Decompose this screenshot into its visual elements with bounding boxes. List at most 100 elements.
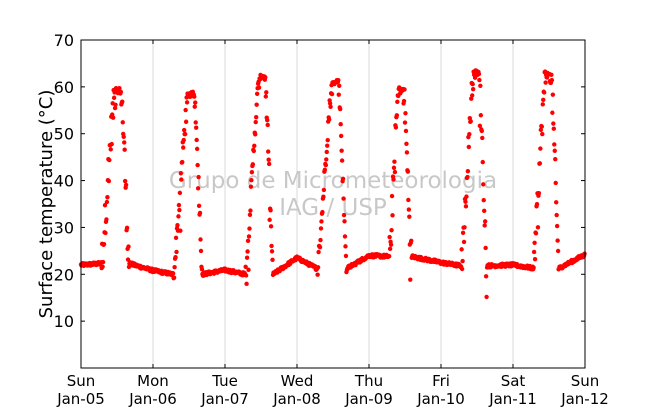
data-point [269,243,274,249]
data-point [387,234,392,240]
data-point [325,143,330,148]
data-point [126,244,131,249]
data-point [267,217,272,223]
data-point [122,147,127,152]
data-point [110,115,116,120]
data-point [269,249,275,254]
data-point [460,258,465,264]
data-point [342,219,347,224]
data-point [183,119,189,124]
data-point [247,226,252,231]
data-point [483,274,489,279]
data-point [343,244,348,249]
data-points [78,68,587,300]
x-tick-day-label: Thu [354,372,383,390]
data-point [555,238,560,243]
data-point [182,127,187,133]
data-point [256,85,262,90]
data-point [183,107,188,113]
data-point [266,157,271,162]
data-point [408,277,413,282]
data-point [194,146,200,152]
data-point [244,281,249,287]
data-point [539,124,544,129]
data-point [197,210,203,216]
data-point [317,245,323,250]
data-point [243,264,248,269]
data-point [404,141,409,147]
data-point [327,101,333,106]
data-point [459,247,464,252]
data-point [552,148,557,153]
data-point [270,257,275,263]
data-point [480,135,485,141]
data-point [326,117,332,122]
x-tick-day-label: Sun [571,372,600,390]
data-point [477,123,483,129]
data-point [176,214,181,219]
x-tick-date-label: Jan-11 [488,390,537,408]
data-point [196,203,202,208]
data-point [254,91,260,97]
data-point [478,113,484,118]
data-point [249,178,254,183]
data-point [554,200,559,205]
data-point [552,142,557,147]
data-point [343,253,349,259]
data-point [171,275,177,280]
data-point [105,194,110,200]
data-point [321,187,327,193]
data-point [340,176,346,181]
data-point [318,237,323,243]
data-point [402,120,408,125]
data-point [336,92,341,97]
watermark-line: IAG / USP [279,195,387,221]
data-point [248,184,254,189]
data-point [466,144,472,150]
data-point [113,102,118,107]
data-point [540,131,545,137]
data-point [406,207,412,212]
data-point [392,159,397,164]
watermark-line: Grupo de Micrometeorologia [169,168,497,194]
x-tick-date-label: Jan-10 [416,390,465,408]
x-tick-date-label: Jan-09 [344,390,393,408]
data-point [460,230,466,236]
data-point [268,208,273,213]
data-point [329,91,335,97]
data-point [243,273,249,278]
data-point [389,228,394,233]
data-point [478,83,483,88]
data-point [176,202,182,208]
data-point [479,128,484,134]
data-point [184,100,190,105]
data-point [459,266,465,272]
data-point [117,85,122,91]
data-point [195,186,201,191]
data-point [551,121,556,126]
data-point [536,191,542,196]
x-tick-day-label: Sat [501,372,526,390]
data-point [482,208,487,214]
data-point [249,170,255,175]
data-point [118,89,124,95]
data-point [172,264,177,270]
data-point [403,128,409,134]
data-point [541,97,546,103]
data-point [341,196,346,201]
data-point [462,225,467,230]
y-tick-label: 40 [54,172,74,191]
data-point [177,190,183,196]
data-point [253,119,258,125]
data-point [100,264,105,269]
data-point [246,267,251,272]
data-point [404,150,410,155]
data-point [393,125,399,130]
y-tick-label: 50 [54,125,74,144]
x-tick-day-label: Wed [281,372,314,390]
data-point [549,72,554,78]
data-point [181,145,186,150]
data-point [531,265,536,270]
data-point [480,159,485,165]
